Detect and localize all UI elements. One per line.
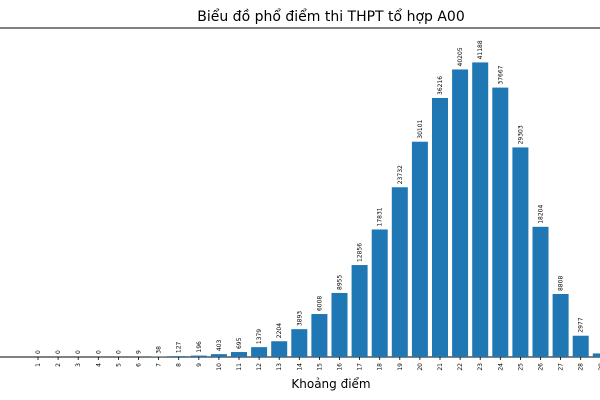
bar-11: [231, 352, 247, 357]
data-label-28: 2977: [578, 317, 585, 332]
x-tick-label-3: 3: [75, 363, 82, 367]
bar-14: [291, 329, 308, 357]
data-label-13: 2204: [276, 323, 283, 338]
data-label-25: 29303: [517, 125, 524, 144]
x-tick-label-2: 2: [55, 363, 62, 367]
x-tick-label-4: 4: [95, 363, 102, 367]
data-label-20: 30101: [417, 119, 424, 138]
data-label-23: 41188: [477, 40, 484, 59]
x-axis-label: Khoảng điểm: [291, 377, 370, 391]
data-label-27: 8808: [558, 276, 565, 291]
x-tick-label-22: 22: [457, 363, 464, 371]
x-tick-label-13: 13: [276, 363, 283, 371]
bar-12: [251, 347, 268, 357]
x-tick-label-23: 23: [477, 363, 484, 371]
bar-27: [552, 294, 569, 357]
x-tick-label-18: 18: [377, 363, 384, 371]
x-tick-label-1: 1: [35, 363, 42, 367]
bar-13: [271, 341, 288, 357]
data-label-19: 23732: [397, 165, 404, 184]
bars-group: 0 0 0 0 0 9 38 127 196 403 695 1379 2204 3893 6008 8955…: [35, 40, 600, 358]
x-tick-label-11: 11: [236, 363, 243, 371]
x-tick-label-29: 29: [598, 363, 600, 371]
x-tick-label-7: 7: [156, 363, 163, 367]
x-tick-label-15: 15: [316, 363, 323, 371]
x-tick-label-5: 5: [115, 363, 122, 367]
x-ticks-group: 1 2 3 4 5 6 7 8 9 10 11 12 13 14 15 16 17 18 19 20 21 22 23 24 2…: [35, 357, 600, 371]
bar-19: [391, 187, 408, 357]
x-tick-label-25: 25: [517, 363, 524, 371]
data-label-3: 0: [75, 350, 82, 354]
data-label-22: 40205: [457, 47, 464, 66]
bar-28: [572, 335, 589, 357]
x-tick-label-14: 14: [296, 363, 303, 371]
data-label-2: 0: [55, 350, 62, 354]
data-label-24: 37667: [497, 65, 504, 84]
x-tick-label-24: 24: [497, 363, 504, 371]
data-label-1: 0: [35, 350, 42, 354]
data-label-6: 9: [136, 350, 143, 354]
data-label-5: 0: [115, 350, 122, 354]
data-label-15: 6008: [316, 296, 323, 311]
bar-8: [170, 356, 187, 357]
bar-23: [472, 62, 489, 358]
x-tick-label-6: 6: [136, 363, 143, 367]
bar-10: [210, 354, 227, 357]
x-tick-label-8: 8: [176, 363, 183, 367]
data-label-21: 36216: [437, 76, 444, 95]
bar-9: [190, 355, 207, 357]
data-label-4: 0: [95, 350, 102, 354]
x-tick-label-19: 19: [397, 363, 404, 371]
bar-25: [512, 147, 529, 357]
x-tick-label-20: 20: [417, 363, 424, 371]
data-label-9: 196: [196, 341, 203, 353]
x-tick-label-16: 16: [337, 363, 344, 371]
x-tick-label-17: 17: [357, 363, 364, 371]
data-label-14: 3893: [296, 311, 303, 326]
chart-title: Biểu đồ phổ điểm thi THPT tổ hợp A00: [197, 8, 464, 25]
bar-26: [532, 226, 549, 357]
bar-16: [331, 292, 348, 357]
bar-22: [452, 69, 469, 357]
x-tick-label-21: 21: [437, 363, 444, 371]
data-label-10: 403: [216, 339, 223, 351]
data-label-11: 695: [236, 337, 243, 349]
x-tick-label-9: 9: [196, 363, 203, 367]
x-tick-label-10: 10: [216, 363, 223, 371]
data-label-18: 17831: [377, 207, 384, 226]
data-label-8: 127: [176, 341, 183, 353]
bar-20: [411, 141, 428, 357]
bar-18: [371, 229, 388, 357]
x-tick-label-28: 28: [578, 363, 585, 371]
x-tick-label-12: 12: [256, 363, 263, 371]
bar-15: [311, 314, 328, 357]
x-tick-label-27: 27: [558, 363, 565, 371]
bar-17: [351, 265, 368, 357]
bar-21: [432, 97, 448, 357]
data-label-16: 8955: [337, 274, 344, 289]
data-label-12: 1379: [256, 329, 263, 344]
bar-29: [592, 353, 600, 357]
data-label-7: 38: [156, 346, 163, 354]
data-label-26: 18204: [538, 205, 545, 224]
x-tick-label-26: 26: [538, 363, 545, 371]
data-label-17: 12856: [357, 243, 364, 262]
bar-24: [492, 87, 509, 357]
